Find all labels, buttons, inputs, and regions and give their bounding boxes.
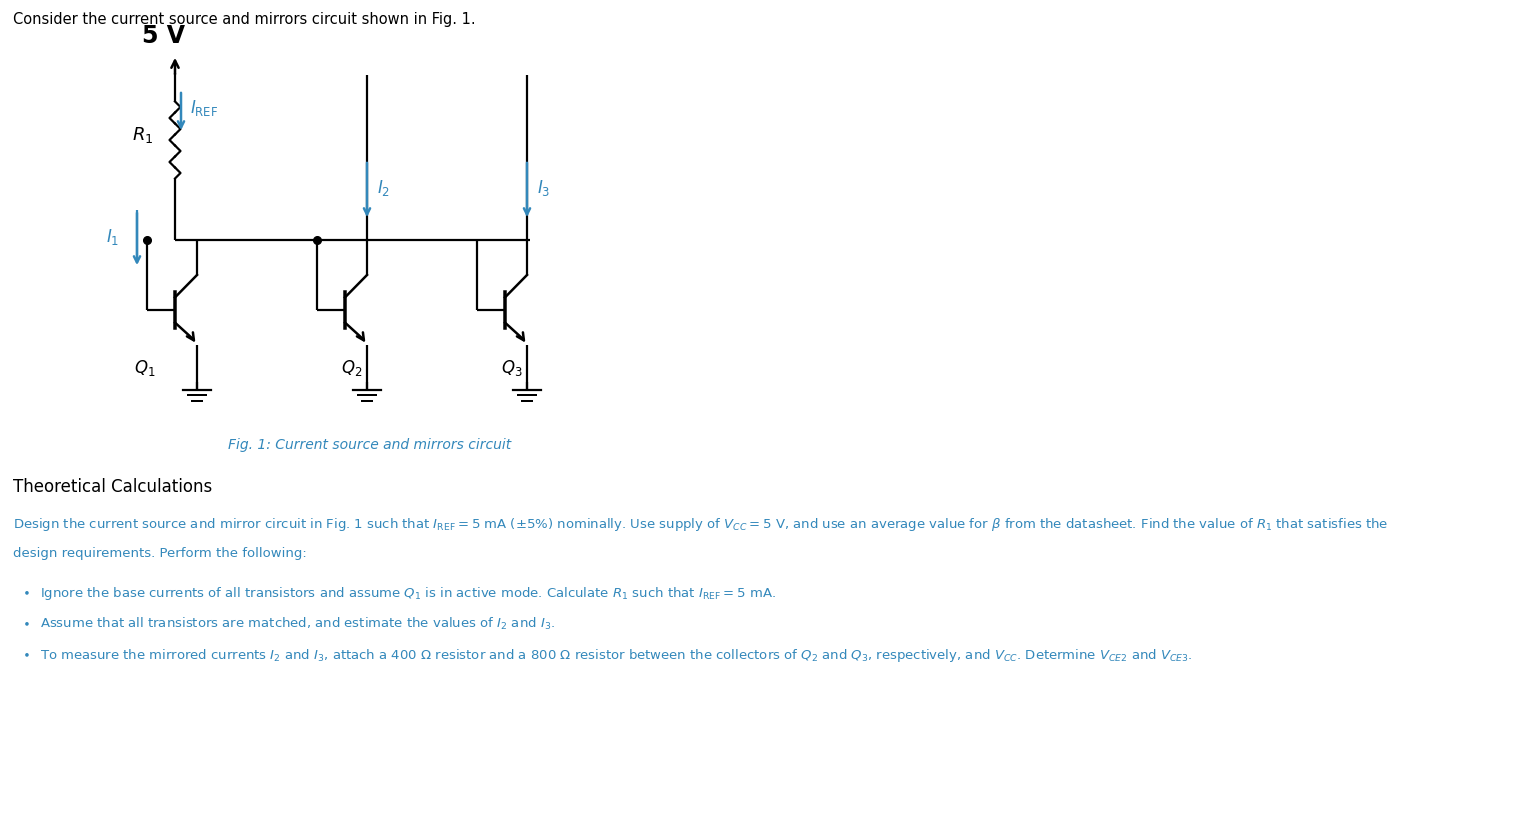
Text: To measure the mirrored currents $I_2$ and $I_3$, attach a 400 $\Omega$ resistor: To measure the mirrored currents $I_2$ a…: [40, 647, 1193, 664]
Text: $I_{\mathrm{REF}}$: $I_{\mathrm{REF}}$: [191, 99, 218, 119]
Text: $Q_2$: $Q_2$: [342, 358, 363, 378]
Text: $I_3$: $I_3$: [537, 178, 551, 198]
Text: $\bullet$: $\bullet$: [21, 616, 30, 629]
Text: $R_1$: $R_1$: [131, 125, 152, 145]
Text: Design the current source and mirror circuit in Fig. 1 such that $I_{\mathrm{REF: Design the current source and mirror cir…: [14, 516, 1388, 533]
Text: Fig. 1: Current source and mirrors circuit: Fig. 1: Current source and mirrors circu…: [229, 438, 511, 452]
Text: Theoretical Calculations: Theoretical Calculations: [14, 478, 212, 496]
Text: design requirements. Perform the following:: design requirements. Perform the followi…: [14, 547, 307, 560]
Text: Ignore the base currents of all transistors and assume $Q_1$ is in active mode. : Ignore the base currents of all transist…: [40, 585, 776, 602]
Text: $\bullet$: $\bullet$: [21, 647, 30, 660]
Text: Consider the current source and mirrors circuit shown in Fig. 1.: Consider the current source and mirrors …: [14, 12, 476, 27]
Text: 5 V: 5 V: [142, 24, 185, 48]
Text: Assume that all transistors are matched, and estimate the values of $I_2$ and $I: Assume that all transistors are matched,…: [40, 616, 555, 632]
Text: $Q_1$: $Q_1$: [134, 358, 156, 378]
Text: $I_1$: $I_1$: [105, 227, 119, 247]
Text: $\bullet$: $\bullet$: [21, 585, 30, 598]
Text: $Q_3$: $Q_3$: [502, 358, 523, 378]
Text: $I_2$: $I_2$: [377, 178, 390, 198]
